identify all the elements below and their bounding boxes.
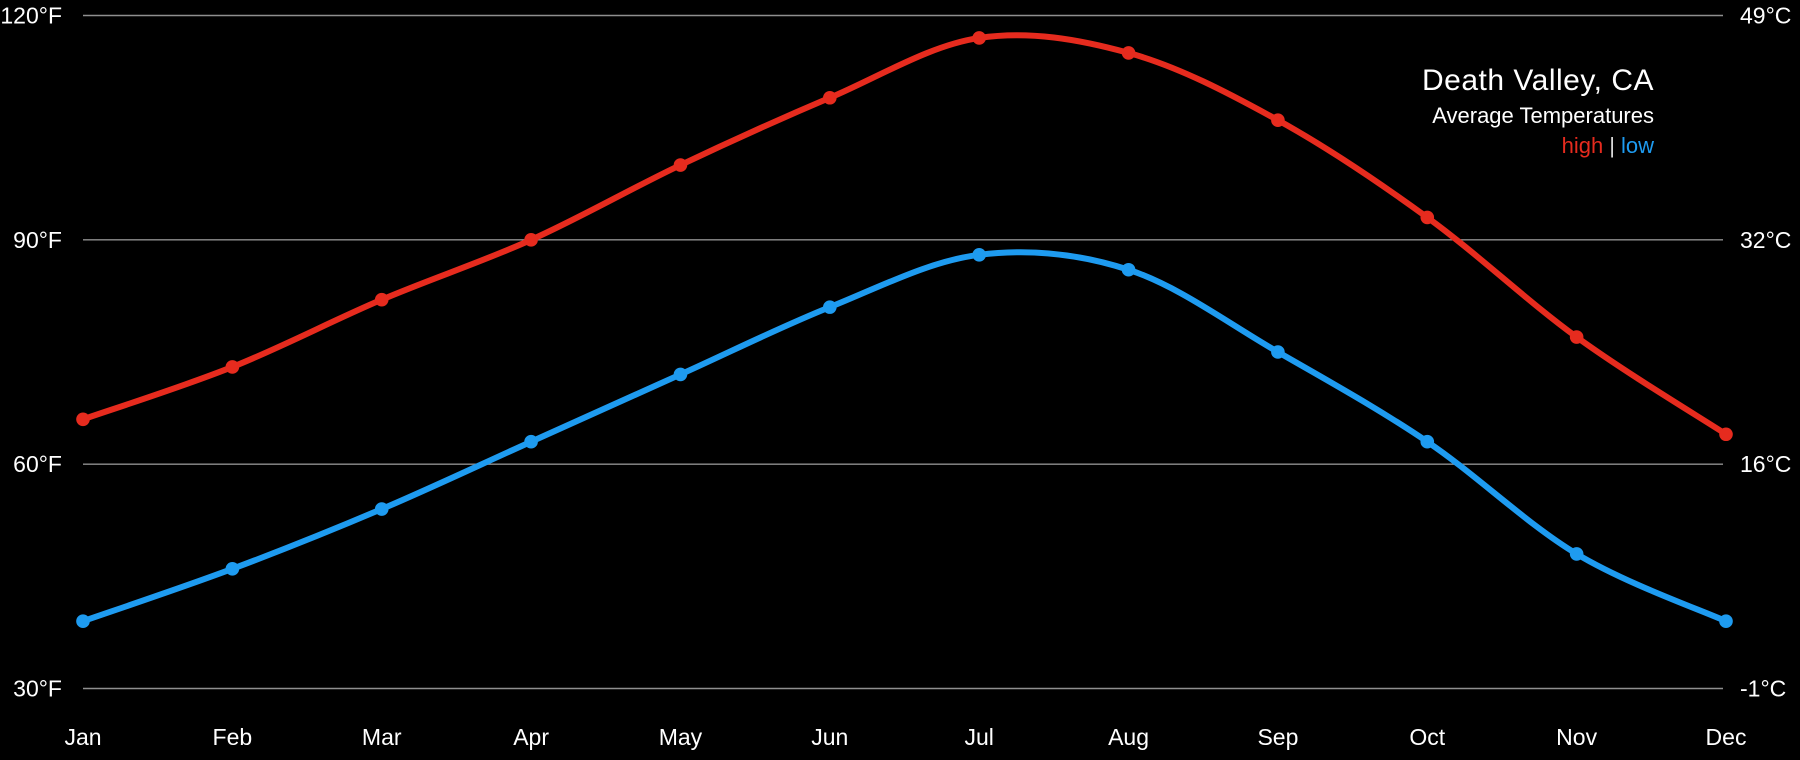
low-temperature-line <box>80 249 1729 625</box>
y-axis-tick-fahrenheit: 120°F <box>0 3 62 29</box>
high-data-point <box>374 292 389 307</box>
x-axis-label-month: Jul <box>964 724 993 750</box>
x-axis-label-month: Jun <box>811 724 848 750</box>
high-data-point <box>1569 330 1584 344</box>
y-axis-tick-celsius: -1°C <box>1740 676 1786 702</box>
chart-legend: high | low <box>1422 132 1654 160</box>
high-data-point <box>823 90 837 105</box>
chart-subtitle: Average Temperatures <box>1432 103 1654 128</box>
high-data-point <box>673 158 688 172</box>
low-data-point <box>225 562 240 576</box>
x-axis-label-month: Dec <box>1706 724 1747 750</box>
legend-separator: | <box>1609 133 1615 158</box>
legend-high-label: high <box>1561 133 1604 158</box>
x-axis-label-month: Sep <box>1257 724 1298 750</box>
x-axis-label-month: Feb <box>213 724 253 750</box>
x-axis-label-month: Aug <box>1108 724 1149 750</box>
high-data-point <box>1121 46 1136 60</box>
high-data-point <box>225 360 240 374</box>
high-data-point <box>76 412 90 427</box>
x-axis-label-month: Nov <box>1556 724 1597 750</box>
legend-low-label: low <box>1620 133 1654 158</box>
x-axis-label-month: Oct <box>1409 724 1445 750</box>
chart-title: Death Valley, CA <box>1422 64 1654 97</box>
low-data-point <box>823 300 837 314</box>
y-axis-tick-celsius: 32°C <box>1740 227 1791 253</box>
low-data-point <box>1121 262 1136 277</box>
x-axis-label-month: Mar <box>362 724 402 750</box>
high-data-point <box>1420 210 1435 225</box>
x-axis-label-month: May <box>659 724 703 750</box>
y-axis-tick-fahrenheit: 30°F <box>13 676 62 702</box>
low-data-point <box>76 614 90 629</box>
low-data-point <box>972 247 986 262</box>
high-data-point <box>524 233 538 247</box>
x-axis-label-month: Jan <box>64 724 101 750</box>
high-data-point <box>972 31 986 45</box>
y-axis-tick-celsius: 16°C <box>1740 451 1791 477</box>
low-data-point <box>374 502 389 516</box>
y-axis-tick-celsius: 49°C <box>1740 3 1791 29</box>
low-data-point <box>673 367 688 382</box>
low-data-point <box>1719 614 1733 629</box>
low-data-point <box>1271 345 1285 359</box>
x-axis-label-month: Apr <box>513 724 549 750</box>
y-axis-tick-fahrenheit: 90°F <box>13 227 62 253</box>
low-data-point <box>524 434 538 449</box>
high-data-point <box>1271 113 1285 127</box>
high-data-point <box>1719 427 1733 442</box>
low-data-point <box>1420 434 1435 449</box>
low-data-point <box>1569 547 1584 561</box>
high-temperature-line <box>80 32 1729 438</box>
chart-title-block: Death Valley, CA Average Temperatures hi… <box>1422 64 1654 160</box>
y-axis-tick-fahrenheit: 60°F <box>13 451 62 477</box>
